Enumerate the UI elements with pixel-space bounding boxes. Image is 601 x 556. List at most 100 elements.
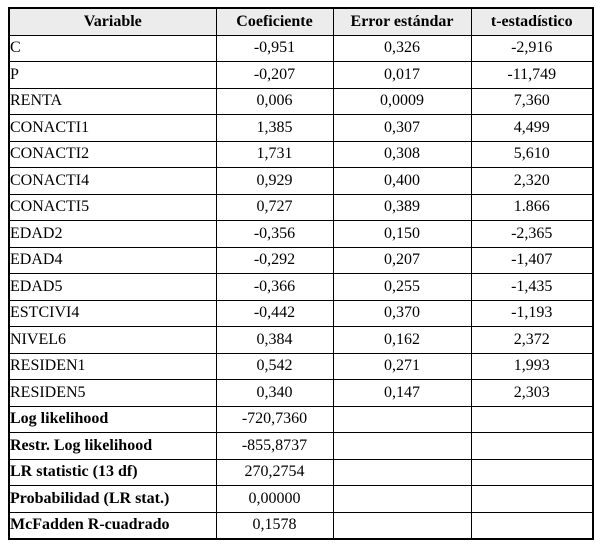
t-estadistico-cell: 2,303 bbox=[470, 379, 594, 407]
table-header-row: Variable Coeficiente Error estándar t-es… bbox=[8, 7, 594, 36]
coeficiente-cell: 0,542 bbox=[215, 352, 334, 380]
error-estandar-cell: 0,400 bbox=[332, 167, 472, 195]
error-estandar-cell: 0,0009 bbox=[332, 87, 472, 115]
table-row: C -0,951 0,326 -2,916 bbox=[8, 34, 594, 62]
variable-cell: Log likelihood bbox=[8, 405, 217, 433]
error-estandar-cell bbox=[332, 432, 472, 460]
coeficiente-cell: -720,7360 bbox=[215, 405, 334, 433]
t-estadistico-cell: 1.866 bbox=[470, 193, 594, 221]
variable-cell: CONACTI2 bbox=[8, 140, 217, 168]
t-estadistico-cell: 1,993 bbox=[470, 352, 594, 380]
coeficiente-cell: 0,00000 bbox=[215, 485, 334, 513]
error-estandar-cell: 0,255 bbox=[332, 273, 472, 301]
coeficiente-cell: 1,385 bbox=[215, 114, 334, 142]
t-estadistico-cell: -1,193 bbox=[470, 299, 594, 327]
error-estandar-cell: 0,389 bbox=[332, 193, 472, 221]
coeficiente-cell: -0,207 bbox=[215, 61, 334, 89]
column-header-variable: Variable bbox=[8, 7, 217, 36]
table-row: CONACTI2 1,731 0,308 5,610 bbox=[8, 140, 594, 168]
variable-cell: ESTCIVI4 bbox=[8, 299, 217, 327]
error-estandar-cell: 0,307 bbox=[332, 114, 472, 142]
variable-cell: EDAD4 bbox=[8, 246, 217, 274]
coeficiente-cell: 1,731 bbox=[215, 140, 334, 168]
variable-cell: EDAD5 bbox=[8, 273, 217, 301]
error-estandar-cell bbox=[332, 458, 472, 486]
error-estandar-cell bbox=[332, 485, 472, 513]
variable-cell: NIVEL6 bbox=[8, 326, 217, 354]
coeficiente-cell: -0,292 bbox=[215, 246, 334, 274]
table-row: Restr. Log likelihood -855,8737 bbox=[8, 432, 594, 460]
variable-cell: Probabilidad (LR stat.) bbox=[8, 485, 217, 513]
table-row: CONACTI1 1,385 0,307 4,499 bbox=[8, 114, 594, 142]
variable-cell: EDAD2 bbox=[8, 220, 217, 248]
table-row: CONACTI5 0,727 0,389 1.866 bbox=[8, 193, 594, 221]
variable-cell: RESIDEN1 bbox=[8, 352, 217, 380]
error-estandar-cell: 0,271 bbox=[332, 352, 472, 380]
regression-results-table: Variable Coeficiente Error estándar t-es… bbox=[8, 7, 594, 540]
variable-cell: P bbox=[8, 61, 217, 89]
table-row: ESTCIVI4 -0,442 0,370 -1,193 bbox=[8, 299, 594, 327]
t-estadistico-cell: 2,372 bbox=[470, 326, 594, 354]
error-estandar-cell: 0,150 bbox=[332, 220, 472, 248]
variable-cell: CONACTI1 bbox=[8, 114, 217, 142]
coeficiente-cell: -855,8737 bbox=[215, 432, 334, 460]
error-estandar-cell bbox=[332, 405, 472, 433]
table-row: NIVEL6 0,384 0,162 2,372 bbox=[8, 326, 594, 354]
t-estadistico-cell: 2,320 bbox=[470, 167, 594, 195]
t-estadistico-cell: 7,360 bbox=[470, 87, 594, 115]
t-estadistico-cell bbox=[470, 405, 594, 433]
variable-cell: CONACTI5 bbox=[8, 193, 217, 221]
t-estadistico-cell bbox=[470, 485, 594, 513]
t-estadistico-cell: 5,610 bbox=[470, 140, 594, 168]
t-estadistico-cell: 4,499 bbox=[470, 114, 594, 142]
variable-cell: C bbox=[8, 34, 217, 62]
table-row: RESIDEN5 0,340 0,147 2,303 bbox=[8, 379, 594, 407]
t-estadistico-cell: -1,407 bbox=[470, 246, 594, 274]
error-estandar-cell: 0,370 bbox=[332, 299, 472, 327]
table-row: CONACTI4 0,929 0,400 2,320 bbox=[8, 167, 594, 195]
variable-cell: RESIDEN5 bbox=[8, 379, 217, 407]
table-row: Probabilidad (LR stat.) 0,00000 bbox=[8, 485, 594, 513]
t-estadistico-cell bbox=[470, 432, 594, 460]
t-estadistico-cell: -1,435 bbox=[470, 273, 594, 301]
t-estadistico-cell: -11,749 bbox=[470, 61, 594, 89]
coeficiente-cell: -0,366 bbox=[215, 273, 334, 301]
error-estandar-cell: 0,207 bbox=[332, 246, 472, 274]
coeficiente-cell: -0,356 bbox=[215, 220, 334, 248]
table-row: McFadden R-cuadrado 0,1578 bbox=[8, 511, 594, 540]
coeficiente-cell: 0,384 bbox=[215, 326, 334, 354]
variable-cell: LR statistic (13 df) bbox=[8, 458, 217, 486]
table-row: EDAD5 -0,366 0,255 -1,435 bbox=[8, 273, 594, 301]
error-estandar-cell: 0,147 bbox=[332, 379, 472, 407]
coeficiente-cell: -0,951 bbox=[215, 34, 334, 62]
table-row: LR statistic (13 df) 270,2754 bbox=[8, 458, 594, 486]
t-estadistico-cell: -2,365 bbox=[470, 220, 594, 248]
table-row: Log likelihood -720,7360 bbox=[8, 405, 594, 433]
t-estadistico-cell bbox=[470, 458, 594, 486]
coeficiente-cell: -0,442 bbox=[215, 299, 334, 327]
table-row: EDAD4 -0,292 0,207 -1,407 bbox=[8, 246, 594, 274]
error-estandar-cell: 0,326 bbox=[332, 34, 472, 62]
table-row: RENTA 0,006 0,0009 7,360 bbox=[8, 87, 594, 115]
coeficiente-cell: 270,2754 bbox=[215, 458, 334, 486]
table-body: C -0,951 0,326 -2,916 P -0,207 0,017 -11,749 REN… bbox=[8, 34, 594, 540]
t-estadistico-cell: -2,916 bbox=[470, 34, 594, 62]
variable-cell: Restr. Log likelihood bbox=[8, 432, 217, 460]
coeficiente-cell: 0,727 bbox=[215, 193, 334, 221]
table-row: EDAD2 -0,356 0,150 -2,365 bbox=[8, 220, 594, 248]
error-estandar-cell: 0,308 bbox=[332, 140, 472, 168]
coeficiente-cell: 0,006 bbox=[215, 87, 334, 115]
t-estadistico-cell bbox=[470, 511, 594, 540]
column-header-coeficiente: Coeficiente bbox=[215, 7, 334, 36]
table-row: RESIDEN1 0,542 0,271 1,993 bbox=[8, 352, 594, 380]
table-row: P -0,207 0,017 -11,749 bbox=[8, 61, 594, 89]
column-header-error-estandar: Error estándar bbox=[332, 7, 472, 36]
coeficiente-cell: 0,929 bbox=[215, 167, 334, 195]
variable-cell: RENTA bbox=[8, 87, 217, 115]
error-estandar-cell: 0,162 bbox=[332, 326, 472, 354]
coeficiente-cell: 0,340 bbox=[215, 379, 334, 407]
column-header-t-estadistico: t-estadístico bbox=[470, 7, 594, 36]
error-estandar-cell: 0,017 bbox=[332, 61, 472, 89]
error-estandar-cell bbox=[332, 511, 472, 540]
